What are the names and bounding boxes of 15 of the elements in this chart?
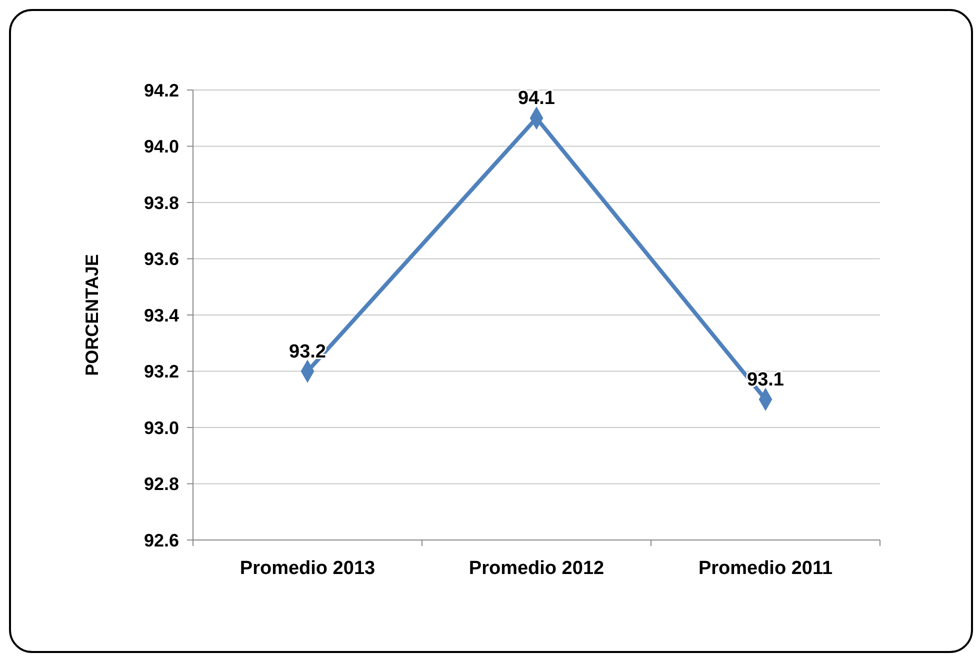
data-label: 93.2: [289, 341, 326, 362]
y-tick-label: 94.2: [144, 80, 179, 100]
y-tick-label: 93.4: [144, 305, 179, 326]
data-label: 94.1: [518, 88, 556, 110]
y-tick-label: 93.6: [144, 249, 179, 270]
y-tick-label: 94.0: [144, 136, 179, 157]
y-tick-label: 93.8: [144, 192, 179, 213]
y-tick-label: 93.0: [144, 418, 179, 438]
x-tick-label: Promedio 2013: [240, 558, 376, 579]
y-tick-label: 93.2: [144, 362, 179, 382]
y-tick-label: 92.8: [144, 474, 179, 494]
x-tick-label: Promedio 2011: [698, 558, 833, 579]
y-tick-label: 92.6: [144, 530, 179, 550]
y-axis-title: PORCENTAJE: [82, 254, 102, 376]
x-tick-label: Promedio 2012: [468, 558, 604, 579]
